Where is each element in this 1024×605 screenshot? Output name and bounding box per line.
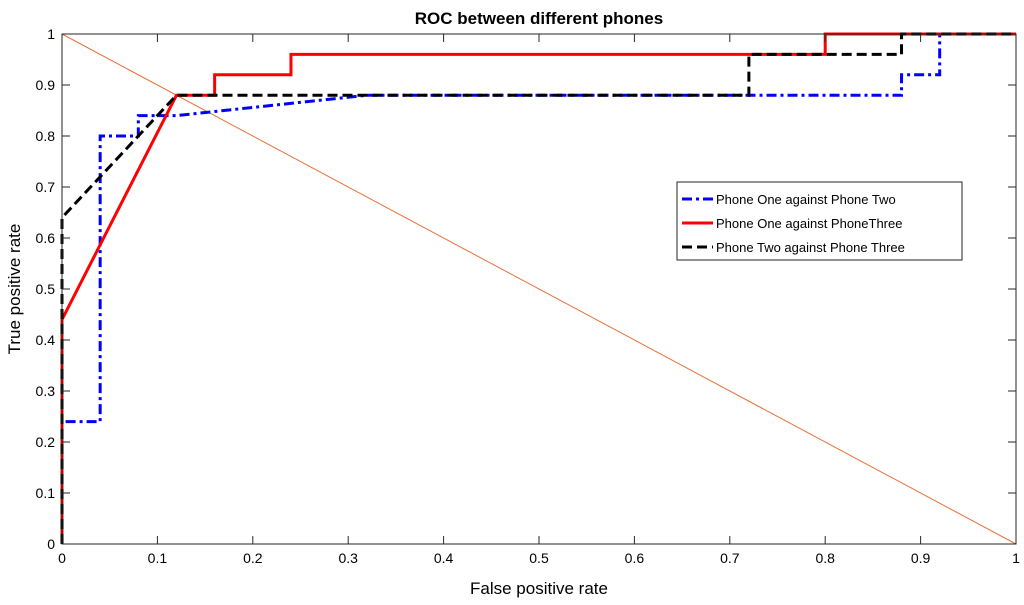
y-tick-label: 0.1: [36, 485, 56, 501]
x-tick-label: 1: [1012, 550, 1020, 566]
y-tick-label: 0.5: [36, 281, 56, 297]
y-tick-label: 0: [47, 536, 55, 552]
x-tick-label: 0.5: [529, 550, 549, 566]
x-tick-label: 0.3: [338, 550, 358, 566]
x-tick-label: 0.8: [815, 550, 835, 566]
y-tick-label: 0.3: [36, 383, 56, 399]
series-line-2: [60, 32, 1016, 544]
reference-diagonal-line: [61, 33, 1017, 545]
x-tick-label: 0.9: [911, 550, 931, 566]
y-tick-label: 0.9: [36, 77, 56, 93]
x-tick-label: 0.7: [720, 550, 740, 566]
x-tick-label: 0: [58, 550, 66, 566]
legend-label-1: Phone One against Phone Two: [716, 192, 896, 207]
legend-label-2: Phone One against PhoneThree: [716, 216, 902, 231]
x-axis-label: False positive rate: [470, 579, 608, 598]
y-tick-label: 0.7: [36, 179, 56, 195]
x-tick-label: 0.2: [243, 550, 263, 566]
series-line-1: [60, 32, 1016, 544]
x-tick-label: 0.6: [625, 550, 645, 566]
series-line-3: [60, 32, 1016, 544]
y-tick-label: 1: [47, 26, 55, 42]
chart-title: ROC between different phones: [415, 9, 663, 28]
y-tick-label: 0.6: [36, 230, 56, 246]
axis-ticks: 0 0.1 0.2 0.3 0.4 0.5 0.6 0.7 0.8 0.9 1 0 0.1 0.2 0.3 0…: [36, 26, 1021, 566]
legend-box: [676, 181, 963, 261]
legend-label-3: Phone Two against Phone Three: [716, 240, 905, 255]
y-tick-label: 0.4: [36, 332, 56, 348]
y-tick-label: 0.8: [36, 128, 56, 144]
y-axis-label: True positive rate: [5, 224, 24, 355]
x-tick-label: 0.1: [148, 550, 168, 566]
legend: Phone One against Phone Two Phone One aga…: [676, 181, 963, 261]
x-tick-label: 0.4: [434, 550, 454, 566]
y-tick-label: 0.2: [36, 434, 56, 450]
